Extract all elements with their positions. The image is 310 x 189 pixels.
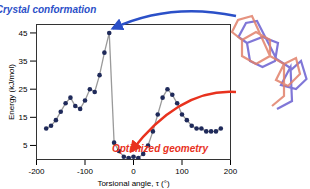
svg-text:25: 25 (19, 85, 28, 94)
svg-text:Optimized geometry: Optimized geometry (112, 143, 209, 154)
svg-text:Energy (kJ/mol): Energy (kJ/mol) (7, 64, 16, 120)
svg-text:45: 45 (19, 28, 28, 37)
svg-text:200: 200 (224, 167, 238, 176)
svg-text:5: 5 (23, 141, 28, 150)
svg-text:Crystal conformation: Crystal conformation (0, 4, 96, 15)
svg-text:Torsional angle, τ (°): Torsional angle, τ (°) (97, 179, 170, 188)
svg-text:-100: -100 (77, 167, 94, 176)
svg-text:0: 0 (131, 167, 136, 176)
svg-text:15: 15 (19, 113, 28, 122)
svg-text:35: 35 (19, 57, 28, 66)
svg-text:100: 100 (175, 167, 189, 176)
svg-text:-200: -200 (28, 167, 45, 176)
